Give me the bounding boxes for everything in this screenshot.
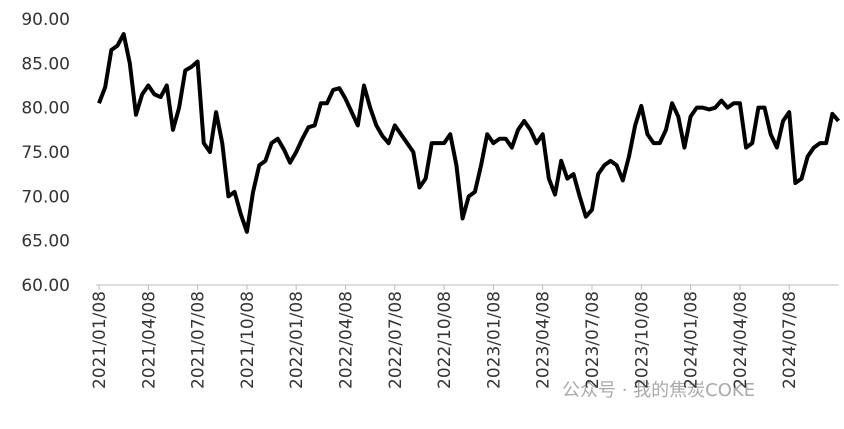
y-tick-label: 75.00 — [21, 143, 70, 163]
x-tick-label: 2021/01/08 — [90, 291, 110, 389]
y-tick-label: 85.00 — [21, 54, 70, 74]
x-tick-label: 2022/04/08 — [337, 291, 357, 389]
x-tick-label: 2024/07/08 — [780, 291, 800, 389]
y-tick-label: 60.00 — [21, 276, 70, 296]
x-tick-label: 2021/07/08 — [189, 291, 209, 389]
x-tick-label: 2022/07/08 — [386, 291, 406, 389]
x-tick-label: 2023/10/08 — [632, 291, 652, 389]
y-tick-label: 80.00 — [21, 99, 70, 119]
x-tick-label: 2023/01/08 — [484, 291, 504, 389]
y-tick-label: 90.00 — [21, 10, 70, 30]
x-tick-label: 2022/10/08 — [435, 291, 455, 389]
x-tick-label: 2021/04/08 — [139, 291, 159, 389]
line-series — [97, 32, 841, 234]
x-tick-label: 2024/01/08 — [682, 291, 702, 389]
y-tick-label: 65.00 — [21, 232, 70, 252]
x-tick-label: 2023/04/08 — [534, 291, 554, 389]
y-tick-label: 70.00 — [21, 187, 70, 207]
watermark: 公众号 · 我的焦炭COKE — [562, 380, 755, 401]
x-tick-label: 2022/01/08 — [287, 291, 307, 389]
x-tick-label: 2021/10/08 — [238, 291, 258, 389]
x-tick-label: 2024/04/08 — [731, 291, 751, 389]
x-tick-label: 2023/07/08 — [583, 291, 603, 389]
